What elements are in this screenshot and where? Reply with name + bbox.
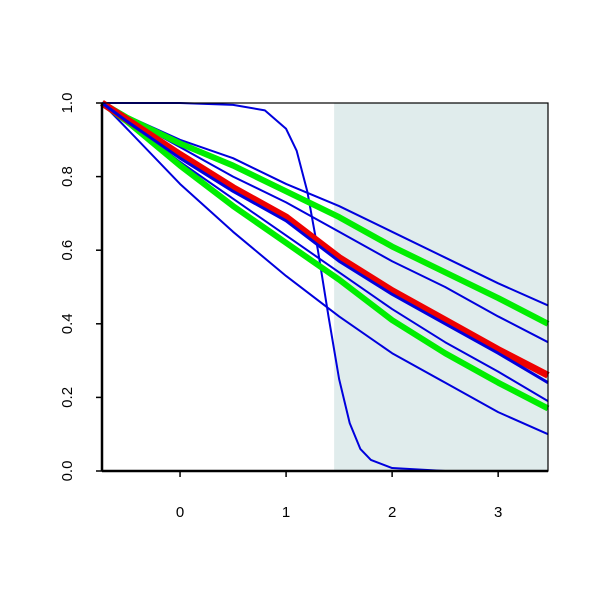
- x-tick-label: 2: [388, 504, 396, 521]
- curve: [100, 100, 550, 412]
- y-tick-label: 0.2: [59, 387, 76, 408]
- x-tick-label: 3: [494, 504, 502, 521]
- x-tick-label: 1: [282, 504, 290, 521]
- curve: [100, 100, 550, 327]
- y-tick-label: 0.0: [59, 461, 76, 482]
- y-tick-label: 0.4: [59, 313, 76, 334]
- curve: [102, 102, 548, 472]
- y-tick-label: 0.8: [59, 166, 76, 187]
- y-tick-label: 0.6: [59, 240, 76, 261]
- x-tick-label: 0: [176, 504, 184, 521]
- shaded-region: [334, 103, 548, 471]
- curve: [101, 102, 549, 436]
- y-tick-label: 1.0: [59, 93, 76, 114]
- curve: [100, 100, 550, 379]
- curve: [101, 101, 549, 384]
